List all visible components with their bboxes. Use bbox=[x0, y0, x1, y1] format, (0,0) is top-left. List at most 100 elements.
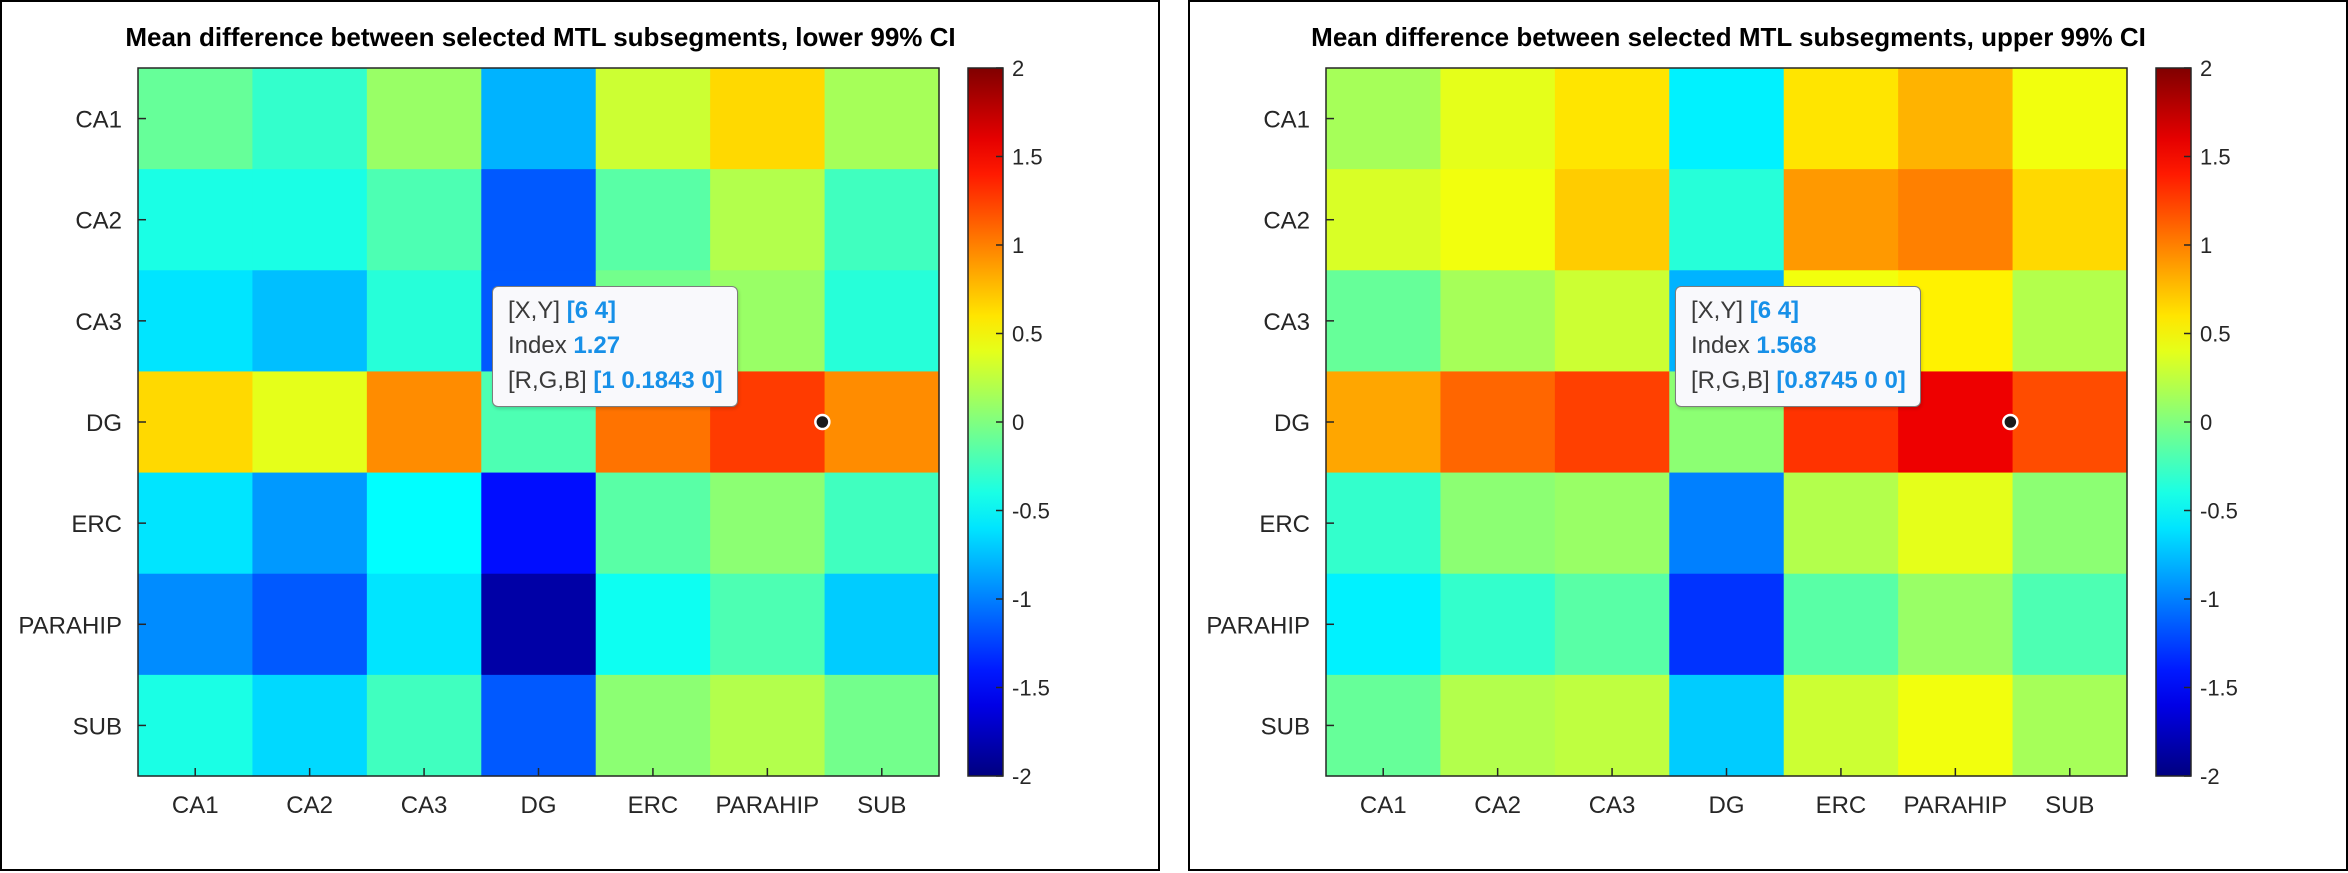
heatmap-cell bbox=[1898, 472, 2014, 575]
x-tick-label: CA3 bbox=[401, 792, 448, 819]
datatip-rgb-value: [0.8745 0 0] bbox=[1776, 367, 1906, 394]
heatmap-cell bbox=[595, 674, 711, 777]
y-tick-label: CA1 bbox=[75, 107, 122, 134]
colorbar-tick-label: 1.5 bbox=[2200, 145, 2231, 170]
heatmap-cell bbox=[1440, 573, 1556, 676]
heatmap-cell bbox=[1898, 674, 2014, 777]
heatmap-chart-upper-ci: Mean difference between selected MTL sub… bbox=[1188, 0, 2348, 871]
heatmap-cell bbox=[1554, 472, 1670, 575]
heatmap-cell bbox=[138, 68, 254, 170]
x-tick-label: CA1 bbox=[172, 792, 219, 819]
heatmap-cell bbox=[1326, 674, 1442, 777]
heatmap-cell bbox=[481, 68, 597, 170]
heatmap-cell bbox=[1440, 270, 1556, 373]
heatmap-cell bbox=[252, 371, 368, 474]
x-tick-label: CA1 bbox=[1360, 792, 1407, 819]
heatmap-cell bbox=[481, 674, 597, 777]
datatip-marker bbox=[814, 413, 831, 431]
heatmap-cell bbox=[1326, 573, 1442, 676]
datatip: [X,Y] [6 4] Index 1.568 [R,G,B] [0.8745 … bbox=[1675, 286, 1921, 407]
datatip-index-row: Index 1.568 bbox=[1691, 328, 1906, 363]
heatmap-cell bbox=[252, 68, 368, 170]
datatip-index-label: Index bbox=[508, 332, 567, 359]
colorbar-tick-label: -1 bbox=[2200, 587, 2220, 612]
colorbar-tick-label: -0.5 bbox=[1012, 499, 1050, 524]
heatmap-cell bbox=[366, 573, 482, 676]
heatmap-cell bbox=[2012, 472, 2128, 575]
datatip-marker bbox=[2002, 413, 2019, 431]
x-tick-label: ERC bbox=[628, 792, 679, 819]
datatip-rgb-row: [R,G,B] [0.8745 0 0] bbox=[1691, 363, 1906, 398]
heatmap-cell bbox=[481, 573, 597, 676]
heatmap-panel-upper-ci: Mean difference between selected MTL sub… bbox=[1188, 0, 2348, 871]
heatmap-cell bbox=[595, 169, 711, 271]
heatmap-cell bbox=[1669, 573, 1785, 676]
datatip-index-label: Index bbox=[1691, 332, 1750, 359]
heatmap-cell bbox=[1554, 68, 1670, 170]
heatmap-cell bbox=[1669, 169, 1785, 271]
x-tick-label: PARAHIP bbox=[716, 792, 820, 819]
heatmap-cell bbox=[1783, 674, 1899, 777]
heatmap-cell bbox=[1783, 472, 1899, 575]
heatmap-cell bbox=[138, 472, 254, 575]
heatmap-cell bbox=[366, 371, 482, 474]
heatmap-cell bbox=[481, 472, 597, 575]
heatmap-cell bbox=[824, 472, 940, 575]
heatmap-cell bbox=[2012, 674, 2128, 777]
heatmap-cell bbox=[1440, 169, 1556, 271]
heatmap-cell bbox=[1326, 169, 1442, 271]
heatmap-cell bbox=[824, 573, 940, 676]
heatmap-cell bbox=[824, 270, 940, 373]
x-tick-label: PARAHIP bbox=[1904, 792, 2008, 819]
heatmap-cell bbox=[1898, 68, 2014, 170]
x-tick-label: CA3 bbox=[1589, 792, 1636, 819]
y-tick-label: SUB bbox=[73, 713, 122, 740]
y-tick-label: CA1 bbox=[1263, 107, 1310, 134]
heatmap-cell bbox=[1783, 573, 1899, 676]
heatmap-panel-lower-ci: Mean difference between selected MTL sub… bbox=[0, 0, 1160, 871]
y-tick-label: PARAHIP bbox=[18, 612, 122, 639]
y-tick-label: ERC bbox=[71, 511, 122, 538]
y-tick-label: CA3 bbox=[1263, 309, 1310, 336]
x-tick-label: SUB bbox=[857, 792, 906, 819]
datatip-xy-row: [X,Y] [6 4] bbox=[508, 293, 723, 328]
datatip-xy-label: [X,Y] bbox=[508, 297, 561, 324]
heatmap-cell bbox=[1326, 472, 1442, 575]
heatmap-cell bbox=[366, 68, 482, 170]
x-tick-label: SUB bbox=[2045, 792, 2094, 819]
x-tick-label: CA2 bbox=[286, 792, 333, 819]
heatmap-cell bbox=[1440, 472, 1556, 575]
heatmap-cell bbox=[710, 573, 826, 676]
heatmap-cell bbox=[138, 270, 254, 373]
heatmap-cell bbox=[252, 169, 368, 271]
heatmap-cell bbox=[1326, 371, 1442, 474]
y-tick-label: ERC bbox=[1259, 511, 1310, 538]
heatmap-cell bbox=[366, 270, 482, 373]
y-tick-label: DG bbox=[1274, 410, 1310, 437]
heatmap-cell bbox=[1554, 371, 1670, 474]
colorbar-tick-label: 1.5 bbox=[1012, 145, 1043, 170]
heatmap-cell bbox=[1898, 169, 2014, 271]
datatip-rgb-label: [R,G,B] bbox=[508, 367, 587, 394]
heatmap-cell bbox=[366, 169, 482, 271]
colorbar-tick-label: -1.5 bbox=[1012, 676, 1050, 701]
heatmap-cell bbox=[2012, 68, 2128, 170]
colorbar-tick-label: -1 bbox=[1012, 587, 1032, 612]
heatmap-cell bbox=[1326, 68, 1442, 170]
heatmap-cell bbox=[595, 573, 711, 676]
heatmap-cell bbox=[481, 169, 597, 271]
heatmap-cell bbox=[2012, 371, 2128, 474]
colorbar-tick-label: 2 bbox=[1012, 56, 1024, 81]
x-tick-label: CA2 bbox=[1474, 792, 1521, 819]
heatmap-cell bbox=[252, 270, 368, 373]
heatmap-cell bbox=[710, 472, 826, 575]
heatmap-cell bbox=[1669, 674, 1785, 777]
heatmap-cell bbox=[1783, 68, 1899, 170]
datatip-xy-value: [6 4] bbox=[566, 297, 617, 324]
datatip-xy-value: [6 4] bbox=[1749, 297, 1800, 324]
datatip-rgb-row: [R,G,B] [1 0.1843 0] bbox=[508, 363, 723, 398]
heatmap-cell bbox=[366, 674, 482, 777]
datatip-index-value: 1.27 bbox=[573, 332, 621, 359]
y-tick-label: CA3 bbox=[75, 309, 122, 336]
datatip-index-value: 1.568 bbox=[1756, 332, 1817, 359]
